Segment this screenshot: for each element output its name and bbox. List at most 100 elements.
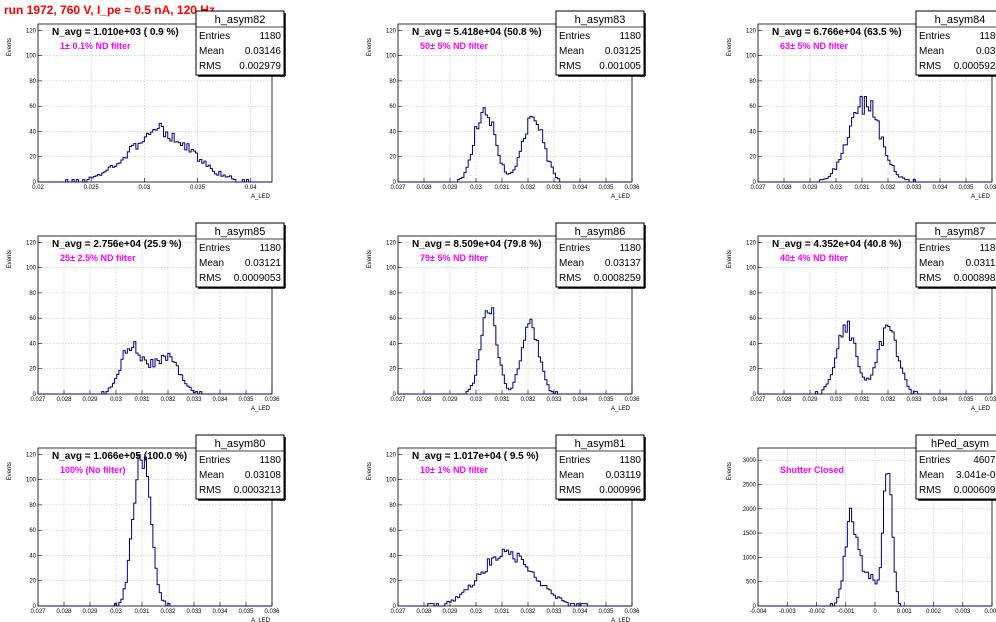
stat-label: RMS: [559, 61, 582, 72]
stats-box-frame: [915, 222, 996, 288]
x-tick-label: 0.033: [186, 397, 202, 403]
histogram-series: [758, 320, 992, 395]
x-tick-label: 0.032: [520, 397, 536, 403]
y-tick-label: 80: [29, 79, 36, 85]
histogram-name: h_asym85: [215, 226, 266, 238]
stat-value: 1180: [979, 31, 996, 42]
y-tick-label: 100: [386, 478, 397, 484]
x-tick-label: 0.03: [830, 397, 842, 403]
y-tick-label: 2000: [743, 507, 757, 513]
filter-label: 25± 2.5% ND filter: [60, 253, 136, 263]
navg-label: N_avg = 4.352e+04 (40.8 %): [772, 239, 902, 250]
x-tick-label: -0.002: [808, 609, 826, 615]
y-axis-title: Events: [7, 38, 13, 56]
x-tick-label: 0.029: [442, 397, 458, 403]
histogram-series: [38, 454, 272, 607]
x-tick-label: 0.034: [212, 609, 228, 615]
filter-label: 79± 5% ND filter: [420, 253, 488, 263]
y-tick-label: 20: [29, 155, 36, 161]
x-tick-label: 0.034: [212, 397, 228, 403]
stat-value: 0.03146: [245, 46, 282, 57]
stat-value: 0.03125: [605, 46, 642, 57]
stats-box: h_asym85 Entries 1180 Mean 0.03121 RMS 0.00090…: [195, 222, 286, 289]
stat-label: Entries: [199, 243, 230, 254]
x-tick-label: 0.03: [139, 185, 151, 191]
y-axis-title: Events: [7, 250, 13, 268]
y-axis-title: Events: [367, 250, 373, 268]
y-tick-label: 0: [393, 180, 397, 186]
x-tick-label: 0.028: [416, 609, 432, 615]
x-tick-label: 0.034: [572, 185, 588, 191]
y-axis-title: Events: [367, 38, 373, 56]
x-tick-label: 0.034: [932, 397, 948, 403]
histogram-name: h_asym82: [215, 14, 266, 26]
stat-label: RMS: [919, 273, 942, 284]
x-tick-label: 0.035: [598, 397, 614, 403]
histogram-name: h_asym81: [575, 438, 626, 450]
y-tick-label: 20: [389, 155, 396, 161]
x-axis-title: A_LED: [251, 194, 271, 200]
stat-label: RMS: [199, 273, 222, 284]
y-tick-label: 100: [746, 266, 757, 272]
y-tick-label: 100: [386, 266, 397, 272]
stat-label: Mean: [199, 470, 224, 481]
y-tick-label: 60: [29, 104, 36, 110]
x-tick-label: 0.028: [416, 397, 432, 403]
stat-value: 0.031: [976, 46, 996, 57]
x-tick-label: 0.02: [32, 185, 44, 191]
plot-frame: [757, 235, 993, 395]
y-tick-label: 80: [389, 291, 396, 297]
stat-label: RMS: [559, 273, 582, 284]
panel-hPed_asym: -0.004 -0.003 -0.002 -0.001 0 0.001 0.002 0.003…: [727, 434, 996, 615]
stat-value: 1180: [619, 31, 641, 42]
x-tick-label: 0.004: [984, 609, 996, 615]
x-tick-label: 0.03: [830, 185, 842, 191]
stat-value: 1180: [619, 455, 641, 466]
x-tick-label: 0.034: [932, 185, 948, 191]
y-tick-label: 60: [749, 104, 756, 110]
stat-value: 46071: [973, 455, 996, 466]
stat-label: Mean: [919, 258, 944, 269]
y-tick-label: 20: [389, 579, 396, 585]
x-tick-label: 0.033: [546, 397, 562, 403]
y-tick-label: 20: [389, 367, 396, 373]
histogram-series: [38, 341, 272, 395]
stat-value: 1180: [259, 31, 281, 42]
y-tick-label: 0: [33, 392, 37, 398]
stats-box-frame: [555, 434, 645, 500]
stat-value: 1180: [979, 243, 996, 254]
x-axis-title: A_LED: [251, 406, 271, 412]
stat-label: Entries: [199, 455, 230, 466]
x-tick-label: 0.032: [880, 185, 896, 191]
stat-label: Mean: [559, 46, 584, 57]
plot-frame: [37, 235, 273, 395]
x-tick-label: 0.03: [470, 185, 482, 191]
x-tick-label: 0.03: [470, 397, 482, 403]
y-tick-label: 40: [29, 341, 36, 347]
stat-value: 1180: [259, 455, 281, 466]
stats-box-frame: [195, 222, 285, 288]
y-tick-label: 80: [749, 291, 756, 297]
x-tick-label: 0.03: [110, 397, 122, 403]
navg-label: N_avg = 5.418e+04 (50.8 %): [412, 27, 542, 38]
navg-label: N_avg = 1.010e+03 ( 0.9 %): [52, 27, 179, 38]
x-tick-label: 0.032: [520, 185, 536, 191]
stats-box: h_asym82 Entries 1180 Mean 0.03146 RMS 0.00297…: [195, 10, 286, 77]
y-tick-label: 0: [753, 180, 757, 186]
x-tick-label: 0.033: [546, 609, 562, 615]
y-tick-label: 0: [33, 180, 37, 186]
y-tick-label: 0: [33, 604, 37, 610]
stat-label: Mean: [199, 258, 224, 269]
stats-box: h_asym87 Entries 1180 Mean 0.03113 RMS 0.00089…: [915, 222, 996, 289]
panel-h_asym85: 0.027 0.028 0.029 0.03 0.031 0.032 0.033 0.034 0…: [7, 222, 286, 412]
x-tick-label: 0.029: [442, 185, 458, 191]
stat-label: Entries: [559, 31, 590, 42]
y-tick-label: 3000: [743, 458, 757, 464]
histogram-series: [398, 107, 632, 183]
x-tick-label: 0.029: [802, 185, 818, 191]
x-tick-label: 0.002: [926, 609, 942, 615]
x-tick-label: 0.029: [442, 609, 458, 615]
stat-value: 0.03121: [245, 258, 282, 269]
y-tick-label: 120: [746, 240, 757, 246]
histogram-series: [398, 548, 632, 607]
